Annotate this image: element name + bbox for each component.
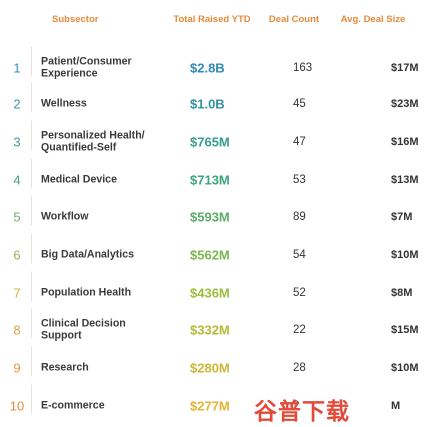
- total-raised-value: $332M: [190, 322, 230, 338]
- deal-count-value: 53: [293, 174, 306, 186]
- subsector-label: Wellness: [41, 97, 87, 110]
- total-raised-value: $593M: [190, 209, 230, 225]
- total-raised-value: $1.0B: [190, 96, 225, 112]
- avg-deal-size-value: $8M: [391, 287, 413, 299]
- subsector-label: Big Data/Analytics: [41, 248, 135, 261]
- deal-count-value: 89: [293, 211, 306, 223]
- avg-deal-size-value: $15M: [391, 324, 419, 336]
- total-raised-value: $277M: [190, 398, 230, 414]
- deal-count-value: 163: [293, 62, 313, 74]
- total-raised-value: $562M: [190, 247, 230, 263]
- subsector-label: Medical Device: [41, 173, 117, 186]
- avg-deal-size-value: $10M: [391, 249, 419, 261]
- rank-number: 2: [6, 82, 32, 113]
- rank-number: 4: [6, 158, 32, 189]
- deal-count-value: 22: [293, 324, 306, 336]
- deal-count-value: 54: [293, 249, 306, 261]
- subsector-label: Workflow: [41, 210, 89, 223]
- rank-number: 10: [6, 384, 32, 415]
- avg-deal-size-value: $13M: [391, 174, 419, 186]
- total-raised-value: $436M: [190, 285, 230, 301]
- avg-deal-size-value: $23M: [391, 98, 419, 110]
- subsector-label: Research: [41, 361, 89, 374]
- avg-deal-size-value: M: [391, 400, 401, 412]
- avg-deal-size-value: $17M: [391, 62, 419, 74]
- deal-count-value: 45: [293, 98, 306, 110]
- subsector-label: Clinical Decision Support: [41, 317, 126, 341]
- rank-number: 9: [6, 346, 32, 377]
- deal-count-value: 47: [293, 136, 306, 148]
- rank-number: 1: [6, 46, 32, 77]
- header-avg-deal-size: Avg. Deal Size: [340, 14, 406, 25]
- total-raised-value: $280M: [190, 360, 230, 376]
- rank-number: 7: [6, 271, 32, 302]
- subsector-label: Personalized Health/ Quantified-Self: [41, 129, 145, 153]
- total-raised-value: $2.8B: [190, 60, 225, 76]
- deal-count-value: 2: [293, 400, 300, 412]
- subsector-label: Patient/Consumer Experience: [41, 55, 132, 79]
- header-deal-count: Deal Count: [268, 14, 320, 25]
- total-raised-value: $713M: [190, 172, 230, 188]
- rank-number: 8: [6, 308, 32, 339]
- subsector-label: Population Health: [41, 286, 132, 299]
- avg-deal-size-value: $16M: [391, 136, 419, 148]
- rank-number: 6: [6, 233, 32, 264]
- deal-count-value: 28: [293, 362, 306, 374]
- deal-count-value: 52: [293, 287, 306, 299]
- rank-number: 5: [6, 195, 32, 226]
- avg-deal-size-value: $7M: [391, 211, 413, 223]
- subsector-label: E-commerce: [41, 399, 105, 412]
- watermark-logo: 谷普下载: [254, 399, 350, 425]
- total-raised-value: $765M: [190, 134, 230, 150]
- rank-number: 3: [6, 120, 32, 151]
- header-total-raised: Total Raised YTD: [173, 14, 251, 25]
- avg-deal-size-value: $10M: [391, 362, 419, 374]
- header-subsector: Subsector: [52, 14, 99, 25]
